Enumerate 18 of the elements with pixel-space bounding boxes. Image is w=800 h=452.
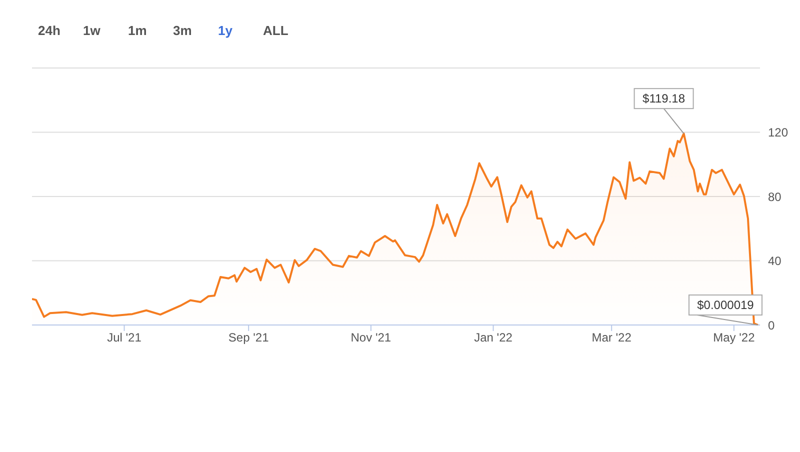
x-tick-label: Mar '22 [592,330,632,345]
annotation: $0.000019 [697,298,754,312]
y-tick-label: 80 [768,190,782,204]
annotation: $119.18 [642,92,686,106]
text: 3m [173,22,193,38]
text: 1w [83,22,102,38]
y-tick-label: 120 [768,126,788,140]
x-tick-label: May '22 [713,330,756,345]
x-tick-label: Jan '22 [474,330,513,345]
text: 24h [38,22,62,38]
text: 1y [218,22,234,38]
text: ALL [263,22,290,38]
x-tick-label: Nov '21 [350,330,392,345]
text: 1m [128,22,148,38]
y-tick-label: 40 [768,254,782,268]
x-tick-label: Jul '21 [107,330,142,345]
y-tick-label: 0 [768,318,775,332]
x-tick-label: Sep '21 [228,330,270,345]
